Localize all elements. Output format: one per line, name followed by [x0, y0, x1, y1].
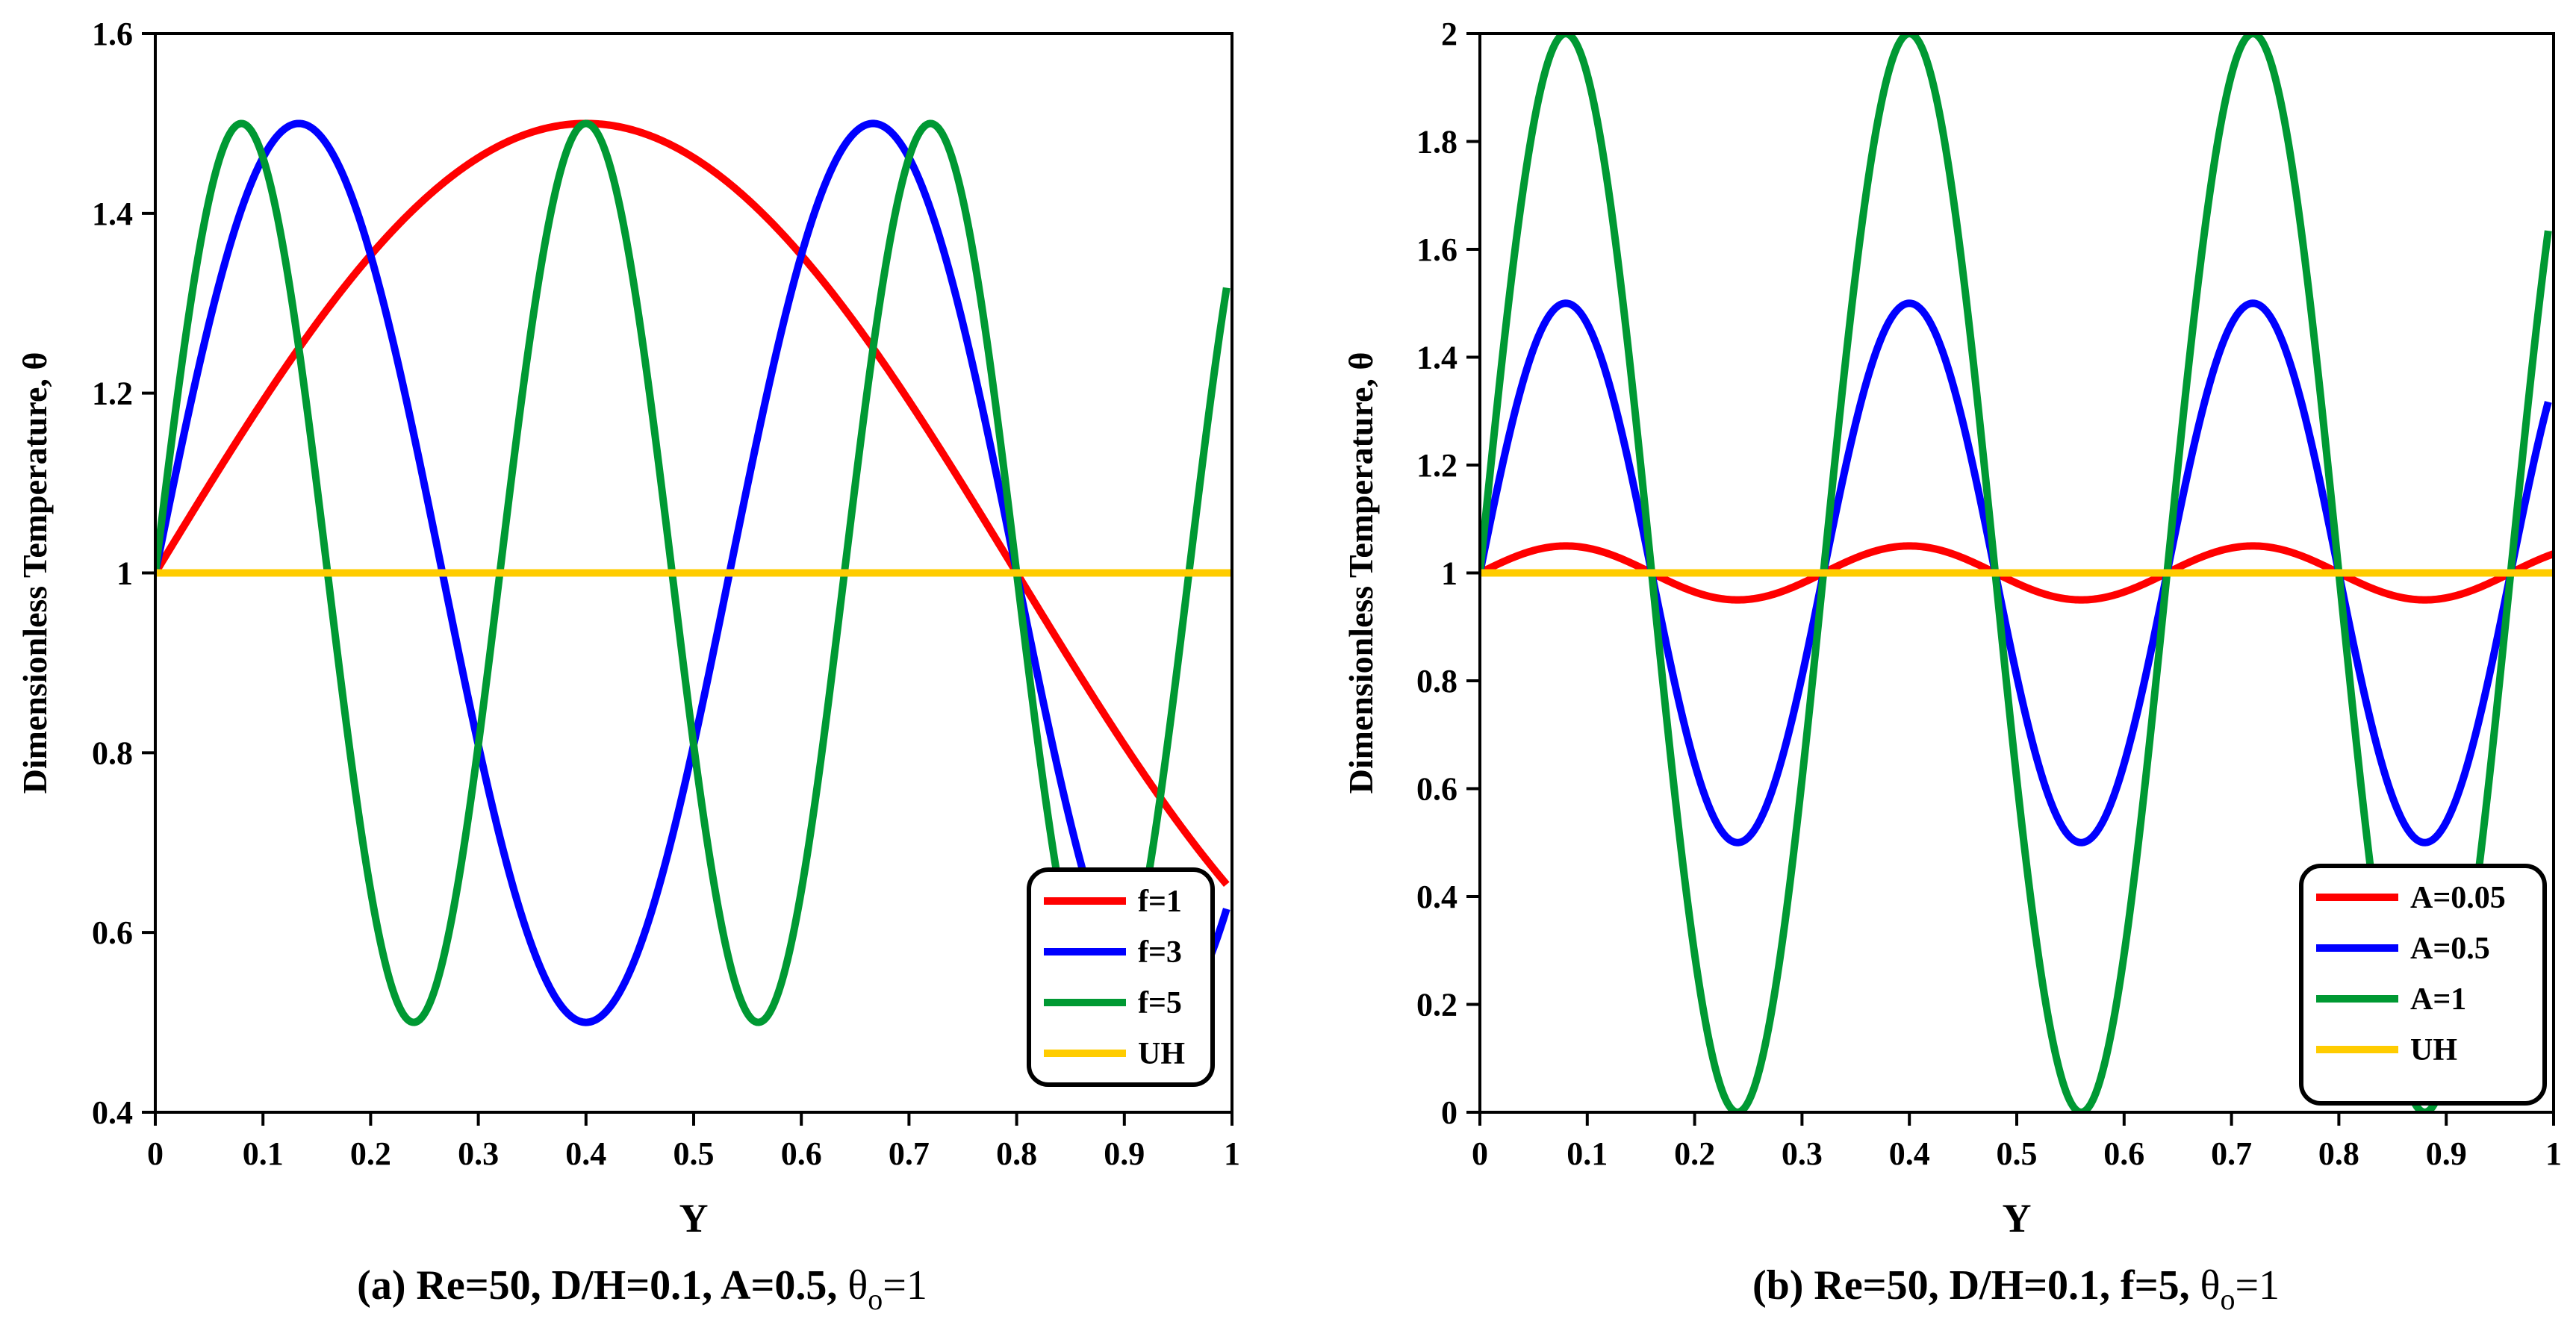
chart-a-series-f-1-line: [155, 119, 1230, 888]
chart-a-x-tick-label-7: 0.7: [889, 1135, 930, 1172]
chart-a-y-tick-label-3: 1: [116, 555, 133, 592]
chart-a-legend-label-uh: UH: [1138, 1037, 1185, 1071]
chart-b-x-tick-label-7: 0.7: [2211, 1135, 2252, 1172]
chart-b-legend-label-a-0-05: A=0.05: [2410, 881, 2506, 915]
chart-b-legend: A=0.05 A=0.5 A=1 UH: [2299, 864, 2547, 1106]
chart-b-x-tick-label-2: 0.2: [1674, 1135, 1715, 1172]
chart-b-x-tick-label-8: 0.8: [2318, 1135, 2359, 1172]
chart-a-x-tick-label-8: 0.8: [996, 1135, 1037, 1172]
chart-b-y-tick-label-9: 1.8: [1416, 124, 1457, 160]
chart-a-y-tick-label-5: 1.4: [92, 196, 133, 232]
chart-a-legend-label-f-1: f=1: [1138, 885, 1182, 919]
chart-b-x-tick-label-1: 0.1: [1567, 1135, 1608, 1172]
chart-a-caption-main: (a) Re=50, D/H=0.1, A=0.5,: [357, 1262, 847, 1309]
chart-b-x-tick-label-3: 0.3: [1782, 1135, 1823, 1172]
chart-a-x-tick-label-3: 0.3: [458, 1135, 499, 1172]
chart-a-legend-label-f-3: f=3: [1138, 935, 1182, 970]
chart-a-series-f-3-line: [155, 119, 1231, 1026]
chart-a-x-tick-label-5: 0.5: [673, 1135, 715, 1172]
chart-b-x-tick-label-4: 0.4: [1889, 1135, 1930, 1172]
chart-b-y-tick-label-10: 2: [1441, 16, 1457, 52]
chart-b-caption-subscript: o: [2220, 1282, 2235, 1316]
chart-b-y-tick-label-3: 0.6: [1416, 771, 1457, 808]
chart-b-x-tick-label-0: 0: [1472, 1135, 1488, 1172]
chart-a-x-tick-label-0: 0: [147, 1135, 164, 1172]
chart-b-y-tick-label-6: 1.2: [1416, 447, 1457, 484]
chart-b-y-tick-label-0: 0: [1441, 1094, 1457, 1131]
chart-a-series-f-5-line: [155, 119, 1231, 1026]
chart-a-y-tick-label-0: 0.4: [92, 1094, 133, 1131]
chart-a: 0 0.1 0.2 0.3 0.4 0.5 0.6 0.7 0.8 0.9 1 0.4 0.6 0.8 1 1…: [16, 16, 1240, 1316]
chart-b-y-tick-label-8: 1.6: [1416, 231, 1457, 268]
chart-a-legend-label-f-5: f=5: [1138, 986, 1182, 1020]
chart-b-caption-symbol: θ: [2200, 1262, 2221, 1309]
chart-b-legend-label-a-0-5: A=0.5: [2410, 932, 2490, 966]
chart-a-y-tick-label-6: 1.6: [92, 16, 133, 52]
chart-b-y-tick-label-7: 1.4: [1416, 340, 1457, 376]
chart-a-caption-symbol: θ: [847, 1262, 868, 1309]
chart-b-caption: (b) Re=50, D/H=0.1, f=5, θo=1: [1752, 1262, 2280, 1316]
chart-b-y-axis-title: Dimensionless Temperature, θ: [1342, 352, 1380, 794]
chart-a-x-axis-title: Y: [679, 1196, 709, 1241]
chart-b-y-tick-label-5: 1: [1441, 555, 1457, 592]
chart-a-y-tick-label-2: 0.8: [92, 735, 133, 771]
chart-a-x-tick-label-9: 0.9: [1104, 1135, 1145, 1172]
chart-a-legend: f=1 f=3 f=5 UH: [1027, 867, 1215, 1087]
chart-b-x-axis-title: Y: [2003, 1196, 2032, 1241]
chart-a-x-tick-label-10: 1: [1224, 1135, 1240, 1172]
chart-b-caption-tail: =1: [2235, 1262, 2280, 1309]
chart-b-legend-box: [2299, 864, 2547, 1106]
chart-a-caption-tail: =1: [883, 1262, 927, 1309]
chart-b-x-tick-label-9: 0.9: [2426, 1135, 2467, 1172]
chart-b-y-tick-label-4: 0.8: [1416, 663, 1457, 699]
chart-a-curves: [155, 119, 1232, 1026]
chart-b-y-tick-label-2: 0.4: [1416, 879, 1457, 915]
chart-b-x-tick-label-5: 0.5: [1997, 1135, 2038, 1172]
chart-b-caption-main: (b) Re=50, D/H=0.1, f=5,: [1752, 1262, 2200, 1309]
chart-a-x-tick-label-2: 0.2: [350, 1135, 391, 1172]
chart-b-legend-label-uh: UH: [2410, 1033, 2457, 1067]
chart-a-x-tick-label-4: 0.4: [565, 1135, 606, 1172]
chart-a-y-tick-label-1: 0.6: [92, 914, 133, 951]
chart-b-x-tick-label-6: 0.6: [2103, 1135, 2144, 1172]
chart-a-x-tick-label-6: 0.6: [781, 1135, 822, 1172]
chart-a-caption-subscript: o: [868, 1282, 883, 1316]
chart-b: 0 0.1 0.2 0.3 0.4 0.5 0.6 0.7 0.8 0.9 1 0 0.2 0.4 0.6 0…: [1342, 16, 2562, 1316]
chart-b-legend-label-a-1: A=1: [2410, 982, 2466, 1017]
chart-a-caption: (a) Re=50, D/H=0.1, A=0.5, θo=1: [357, 1262, 927, 1316]
chart-a-y-tick-label-4: 1.2: [92, 375, 133, 412]
chart-a-legend-box: [1027, 867, 1215, 1087]
chart-a-x-tick-label-1: 0.1: [243, 1135, 284, 1172]
chart-b-x-tick-label-10: 1: [2545, 1135, 2562, 1172]
chart-b-y-tick-label-1: 0.2: [1416, 987, 1457, 1023]
chart-a-y-axis-title: Dimensionless Temperature, θ: [16, 352, 54, 794]
